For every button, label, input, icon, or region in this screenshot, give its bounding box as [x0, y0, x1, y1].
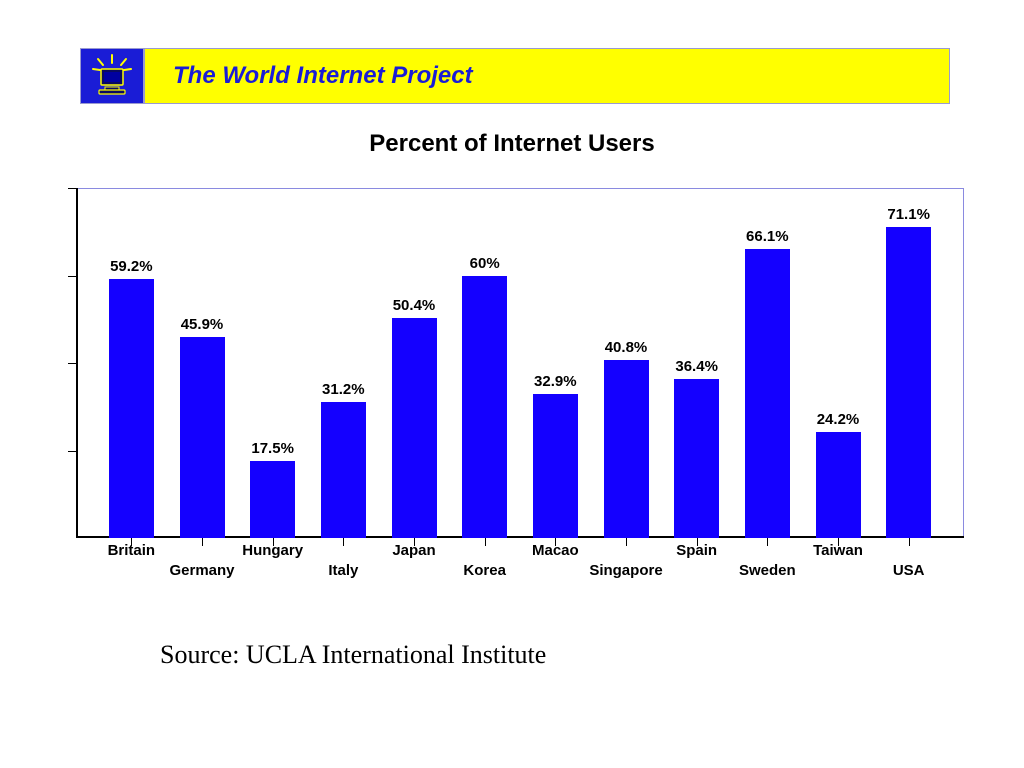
bar	[604, 360, 649, 539]
bar-value-label: 45.9%	[142, 316, 262, 333]
bar-value-label: 59.2%	[71, 258, 191, 275]
y-tick	[68, 363, 76, 364]
bar	[250, 461, 295, 538]
x-axis-label: Britain	[86, 542, 176, 559]
bar	[392, 318, 437, 539]
bar-value-label: 71.1%	[849, 206, 969, 223]
x-axis-label: Taiwan	[793, 542, 883, 559]
x-axis-label: Italy	[298, 562, 388, 579]
x-axis-label: Singapore	[581, 562, 671, 579]
x-axis-label: USA	[864, 562, 954, 579]
bar-value-label: 24.2%	[778, 411, 898, 428]
bar	[321, 402, 366, 539]
bar	[533, 394, 578, 538]
source-citation: Source: UCLA International Institute	[160, 640, 546, 670]
bar-chart: 59.2% 45.9% 17.5% 31.2% 50.4% 60% 32.9% 40.8% 36…	[60, 188, 964, 568]
bar-value-label: 60%	[425, 255, 545, 272]
bar	[462, 276, 507, 539]
x-axis-label: Sweden	[722, 562, 812, 579]
bar-value-label: 66.1%	[707, 228, 827, 245]
bar	[180, 337, 225, 538]
bar-value-label: 36.4%	[637, 358, 757, 375]
bar	[816, 432, 861, 538]
y-tick	[68, 451, 76, 452]
banner-icon-box	[80, 48, 144, 104]
x-axis-label: Spain	[652, 542, 742, 559]
x-axis-label: Macao	[510, 542, 600, 559]
x-axis-labels: Britain Germany Hungary Italy Japan Korea Maca…	[76, 540, 964, 590]
bar-value-label: 17.5%	[213, 440, 333, 457]
x-axis-label: Germany	[157, 562, 247, 579]
x-axis-label: Japan	[369, 542, 459, 559]
bar-value-label: 32.9%	[495, 373, 615, 390]
bar	[886, 227, 931, 538]
x-axis-label: Korea	[440, 562, 530, 579]
banner-title: The World Internet Project	[144, 48, 950, 104]
x-axis-label: Hungary	[228, 542, 318, 559]
bar-value-label: 50.4%	[354, 297, 474, 314]
monitor-icon	[89, 53, 135, 99]
plot-area: 59.2%45.9%17.5%31.2%50.4%60%32.9%40.8%36…	[76, 188, 964, 538]
bar-value-label: 40.8%	[566, 339, 686, 356]
y-tick	[68, 188, 76, 189]
header-banner: The World Internet Project	[80, 48, 950, 104]
bar-value-label: 31.2%	[283, 381, 403, 398]
bar	[745, 249, 790, 538]
bar	[674, 379, 719, 538]
chart-title: Percent of Internet Users	[0, 130, 1024, 158]
bars-container: 59.2%45.9%17.5%31.2%50.4%60%32.9%40.8%36…	[76, 188, 964, 538]
y-tick	[68, 276, 76, 277]
